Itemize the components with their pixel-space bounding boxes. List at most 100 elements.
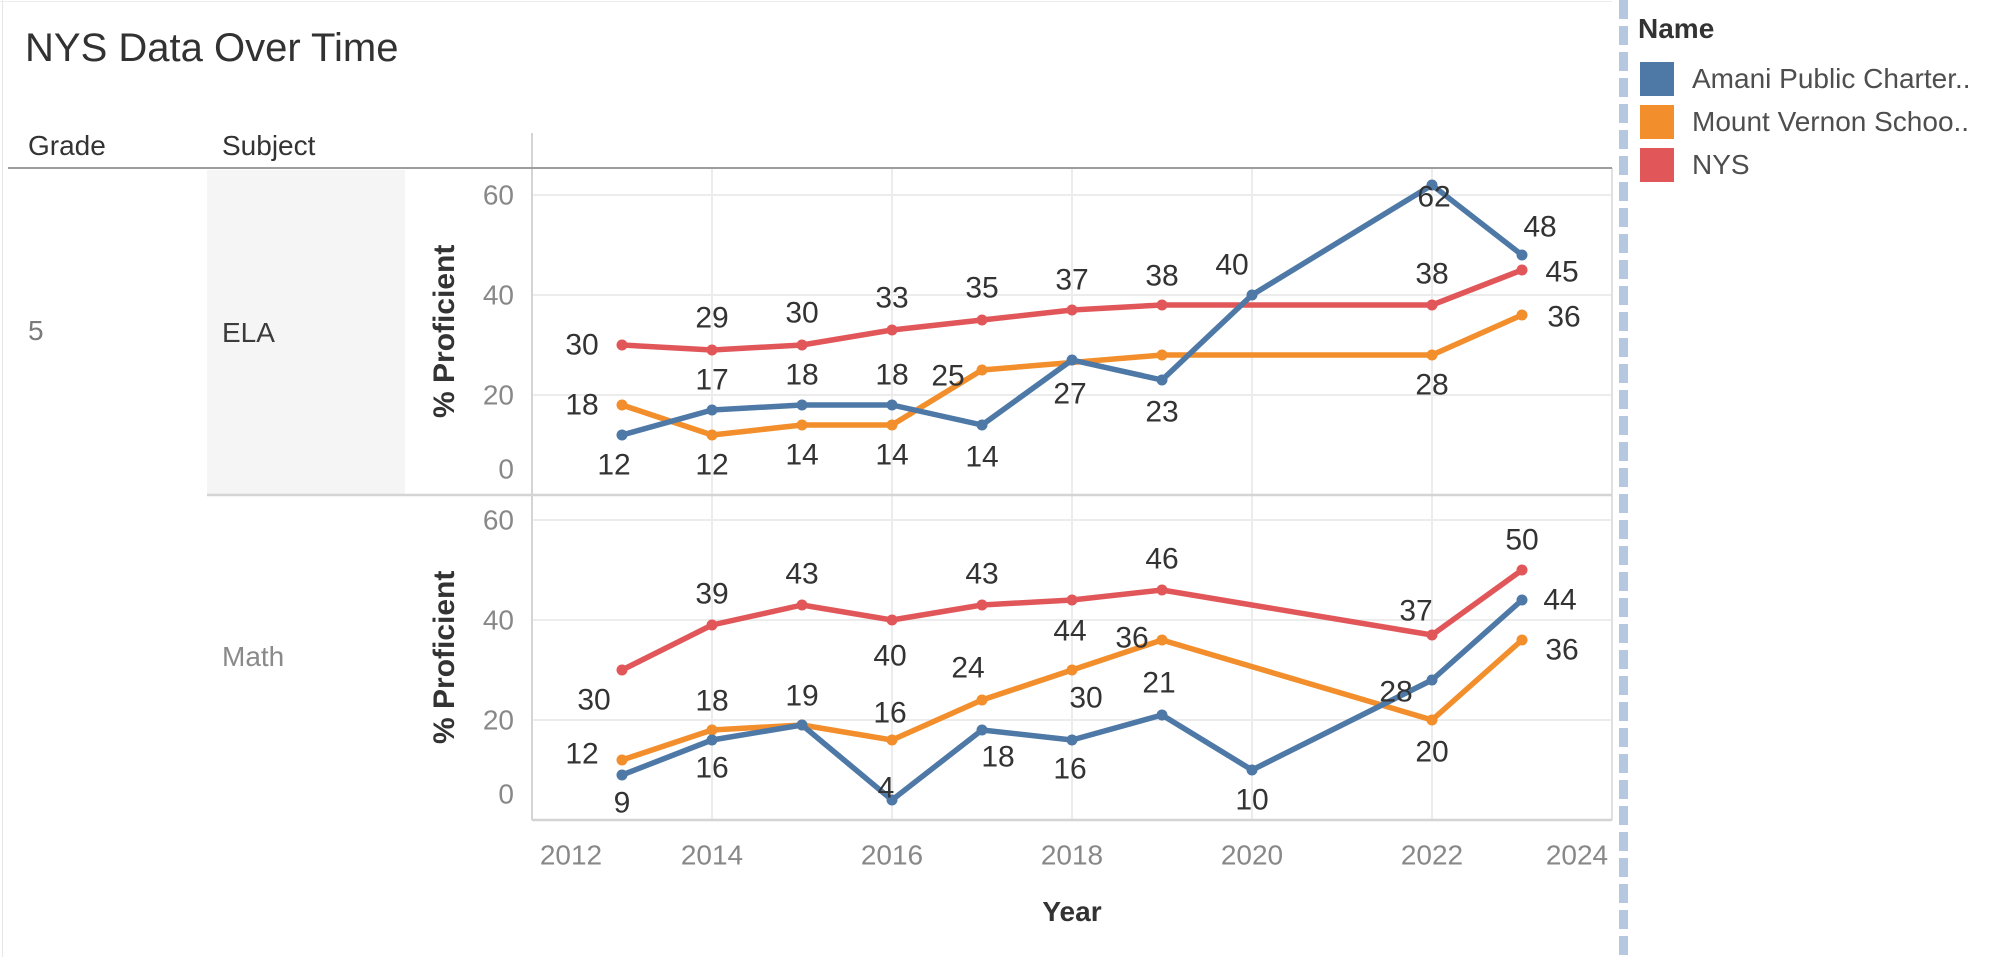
data-point[interactable] (1516, 634, 1528, 646)
data-label: 23 (1145, 396, 1178, 429)
data-point[interactable] (1156, 634, 1168, 646)
y-tick-label: 20 (483, 380, 514, 411)
data-label: 30 (1069, 682, 1102, 715)
x-tick-label: 2014 (681, 840, 743, 871)
data-label: 28 (1379, 676, 1412, 709)
data-point[interactable] (706, 734, 718, 746)
legend-swatch-orange[interactable] (1640, 105, 1674, 139)
data-point[interactable] (976, 364, 988, 376)
data-point[interactable] (1066, 664, 1078, 676)
data-point[interactable] (1066, 594, 1078, 606)
frame-top-border (0, 1, 1612, 2)
column-header-subject[interactable]: Subject (222, 130, 316, 161)
data-point[interactable] (796, 599, 808, 611)
data-point[interactable] (1516, 249, 1528, 261)
data-point[interactable] (976, 419, 988, 431)
legend-title: Name (1638, 13, 1715, 44)
data-point[interactable] (976, 724, 988, 736)
data-point[interactable] (616, 769, 628, 781)
data-point[interactable] (1066, 354, 1078, 366)
data-point[interactable] (1516, 564, 1528, 576)
data-point[interactable] (1246, 764, 1258, 776)
data-point[interactable] (1066, 734, 1078, 746)
data-point[interactable] (886, 734, 898, 746)
data-label: 36 (1547, 301, 1580, 334)
frame-left-border (2, 0, 3, 957)
data-point[interactable] (1516, 264, 1528, 276)
data-point[interactable] (1426, 299, 1438, 311)
data-point[interactable] (616, 754, 628, 766)
data-point[interactable] (1156, 299, 1168, 311)
series-line[interactable] (619, 312, 1525, 438)
legend-item-label: Amani Public Charter.. (1692, 63, 1971, 94)
data-label: 10 (1235, 784, 1268, 817)
data-label: 4 (878, 772, 895, 805)
data-label: 14 (785, 439, 818, 472)
data-point[interactable] (1516, 309, 1528, 321)
data-point[interactable] (1156, 709, 1168, 721)
data-label: 36 (1115, 622, 1148, 655)
data-label: 40 (1215, 249, 1248, 282)
data-point[interactable] (1426, 179, 1438, 191)
data-point[interactable] (706, 404, 718, 416)
y-tick-label: 0 (498, 454, 514, 485)
data-point[interactable] (886, 324, 898, 336)
data-label: 19 (785, 680, 818, 713)
pane-resize-handle[interactable] (1619, 0, 1628, 957)
data-point[interactable] (1156, 584, 1168, 596)
data-label: 18 (875, 359, 908, 392)
series-amani-public-charter-school: 9 16 4 18 16 21 10 28 44 (614, 584, 1577, 820)
row-label-grade-5[interactable]: 5 (28, 315, 44, 346)
data-label: 44 (1543, 584, 1576, 617)
data-point[interactable] (1426, 674, 1438, 686)
data-label: 43 (785, 558, 818, 591)
row-label-subject-math[interactable]: Math (222, 641, 285, 672)
data-point[interactable] (886, 399, 898, 411)
data-point[interactable] (1156, 374, 1168, 386)
data-point[interactable] (706, 344, 718, 356)
legend-item-label: Mount Vernon Schoo.. (1692, 106, 1970, 137)
data-point[interactable] (1516, 594, 1528, 606)
data-point[interactable] (976, 599, 988, 611)
data-point[interactable] (886, 614, 898, 626)
data-point[interactable] (1426, 349, 1438, 361)
data-label: 38 (1145, 260, 1178, 293)
row-label-subject-ela[interactable]: ELA (222, 317, 275, 348)
data-point[interactable] (706, 429, 718, 441)
series-line[interactable] (619, 182, 1525, 438)
data-point[interactable] (616, 399, 628, 411)
data-point[interactable] (796, 399, 808, 411)
data-point[interactable] (1426, 714, 1438, 726)
data-point[interactable] (706, 619, 718, 631)
series-line[interactable] (619, 597, 1525, 803)
data-point[interactable] (796, 719, 808, 731)
data-point[interactable] (616, 339, 628, 351)
legend-swatch-blue[interactable] (1640, 62, 1674, 96)
data-label: 30 (785, 297, 818, 330)
data-label: 16 (695, 752, 728, 785)
data-point[interactable] (616, 664, 628, 676)
data-point[interactable] (886, 794, 898, 806)
y-tick-label: 40 (483, 280, 514, 311)
data-point[interactable] (796, 419, 808, 431)
data-point[interactable] (1246, 289, 1258, 301)
legend-swatch-red[interactable] (1640, 148, 1674, 182)
data-label: 50 (1505, 524, 1538, 557)
data-label: 38 (1415, 258, 1448, 291)
data-point[interactable] (1156, 349, 1168, 361)
data-label: 12 (695, 449, 728, 482)
data-point[interactable] (616, 429, 628, 441)
data-point[interactable] (796, 339, 808, 351)
data-label: 16 (873, 697, 906, 730)
data-point[interactable] (1066, 304, 1078, 316)
data-point[interactable] (886, 419, 898, 431)
data-point[interactable] (1426, 629, 1438, 641)
data-label: 43 (965, 558, 998, 591)
data-point[interactable] (706, 724, 718, 736)
column-header-grade[interactable]: Grade (28, 130, 106, 161)
data-point[interactable] (976, 314, 988, 326)
x-tick-label: 2024 (1546, 840, 1608, 871)
data-label: 37 (1399, 595, 1432, 628)
data-label: 9 (614, 787, 631, 820)
data-point[interactable] (976, 694, 988, 706)
